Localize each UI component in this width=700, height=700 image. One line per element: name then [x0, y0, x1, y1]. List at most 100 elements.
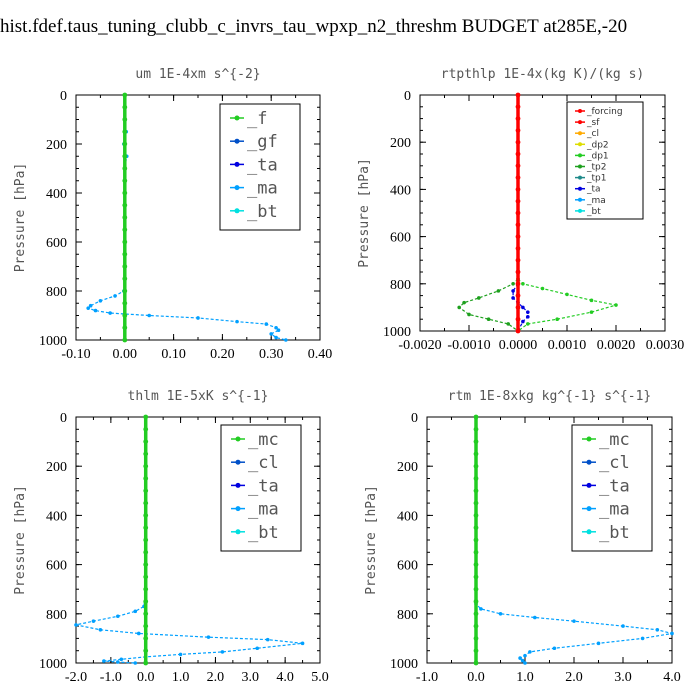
data-point: [473, 562, 479, 567]
x-tick-label: -0.0010: [447, 338, 490, 353]
chart-panel-2: rtpthlp 1E-4x(kg K)/(kg s) Pressure [hPa]…: [357, 67, 684, 353]
data-point: [526, 322, 530, 326]
data-point: [528, 650, 532, 654]
data-point: [235, 319, 239, 324]
legend-label: _bt: [247, 202, 278, 222]
data-point: [572, 619, 576, 623]
data-point: [143, 648, 149, 654]
series-line: [512, 283, 529, 332]
data-point: [122, 141, 128, 147]
series-ma: [474, 415, 674, 665]
legend-label: _cl: [586, 129, 599, 139]
legend-label: _cl: [248, 453, 279, 473]
y-tick-label: 200: [390, 136, 411, 151]
data-point: [122, 153, 128, 159]
x-tick-label: 4.0: [663, 670, 681, 685]
x-tick-label: 0.20: [210, 347, 235, 362]
legend-label: _mc: [599, 430, 630, 450]
data-point: [655, 627, 660, 632]
data-point: [143, 537, 149, 543]
data-point: [74, 623, 78, 627]
legend-swatch-marker: [586, 482, 592, 488]
legend-swatch-marker: [578, 131, 582, 136]
series-line: [75, 417, 303, 664]
data-point: [473, 525, 479, 531]
y-tick-label: 0: [411, 411, 418, 426]
legend-label: _ma: [599, 500, 630, 520]
data-point: [515, 222, 521, 228]
data-point: [515, 257, 521, 263]
legend-label: _ma: [248, 500, 279, 520]
y-tick-label: 400: [390, 183, 411, 198]
chart-panel-3: thlm 1E-5xK s^{-1} Pressure [hPa] 0 200 400 6…: [13, 389, 329, 685]
data-point: [116, 614, 120, 619]
data-point: [520, 658, 525, 663]
legend-label: _bt: [586, 207, 601, 217]
data-point: [473, 537, 479, 543]
legend-swatch-marker: [578, 164, 582, 169]
data-point: [515, 175, 521, 181]
data-point: [496, 289, 501, 293]
legend-swatch-marker: [578, 175, 582, 180]
legend-label: _mc: [248, 430, 279, 450]
x-tick-label: -1.0: [416, 670, 438, 685]
legend-label: _ta: [599, 476, 630, 496]
legend-label: _tp1: [586, 174, 606, 184]
data-point: [98, 299, 103, 303]
data-point: [515, 163, 521, 169]
data-point: [473, 636, 479, 641]
page-title: hist.fdef.taus_tuning_clubb_c_invrs_tau_…: [0, 16, 628, 37]
data-point: [523, 653, 527, 658]
data-point: [122, 325, 128, 331]
legend-swatch-marker: [234, 138, 240, 144]
y-tick-label: 800: [46, 608, 67, 623]
legend-label: _bt: [248, 523, 279, 543]
data-point: [515, 187, 521, 192]
data-point: [473, 476, 479, 481]
legend-swatch-marker: [235, 482, 241, 488]
legend: _forcing_sf_cl_dp2_dp1 _tp2_tp1_ta_ma_bt: [566, 101, 644, 220]
y-tick-label: 200: [46, 460, 67, 475]
data-point: [122, 227, 128, 233]
data-point: [143, 414, 149, 420]
chart-title: um 1E-4xm s^{-2}: [135, 67, 260, 82]
series-mc: [143, 414, 149, 666]
y-tick-label: 400: [397, 509, 418, 524]
data-point: [143, 599, 149, 604]
data-point: [473, 574, 479, 580]
data-point: [515, 234, 521, 240]
legend-swatch-marker: [578, 120, 582, 125]
data-point: [122, 264, 128, 269]
data-point: [143, 549, 149, 555]
x-tick-label: 5.0: [311, 670, 329, 685]
series-line: [458, 278, 519, 332]
data-point: [274, 325, 278, 330]
chart-title: rtm 1E-8xkg kg^{-1} s^{-1}: [448, 389, 652, 404]
data-point: [552, 646, 557, 651]
legend-label: _tp2: [586, 163, 606, 173]
legend-label: _sf: [586, 118, 600, 128]
data-point: [515, 269, 521, 275]
data-point: [473, 611, 479, 617]
data-point: [521, 282, 525, 286]
x-tick-label: 1.0: [172, 670, 190, 685]
data-point: [143, 476, 149, 481]
x-tick-label: 0.0030: [646, 338, 685, 353]
chart-title: rtpthlp 1E-4x(kg K)/(kg s): [441, 67, 645, 82]
data-point: [473, 414, 479, 420]
data-point: [555, 317, 559, 322]
y-tick-label: 200: [397, 460, 418, 475]
data-point: [147, 313, 151, 318]
chart-panel-1: um 1E-4xm s^{-2} Pressure [hPa] 0 200 400 600…: [13, 67, 332, 362]
y-tick-label: 600: [390, 231, 411, 246]
data-point: [143, 500, 149, 506]
chart-panel-4: rtm 1E-8xkg kg^{-1} s^{-1} Pressure [hPa]…: [364, 389, 681, 685]
data-point: [108, 311, 112, 315]
data-point: [462, 300, 466, 305]
data-point: [479, 607, 483, 611]
data-point: [276, 328, 281, 333]
data-point: [515, 305, 521, 310]
data-point: [143, 488, 149, 494]
y-axis-label: Pressure [hPa]: [13, 485, 28, 595]
